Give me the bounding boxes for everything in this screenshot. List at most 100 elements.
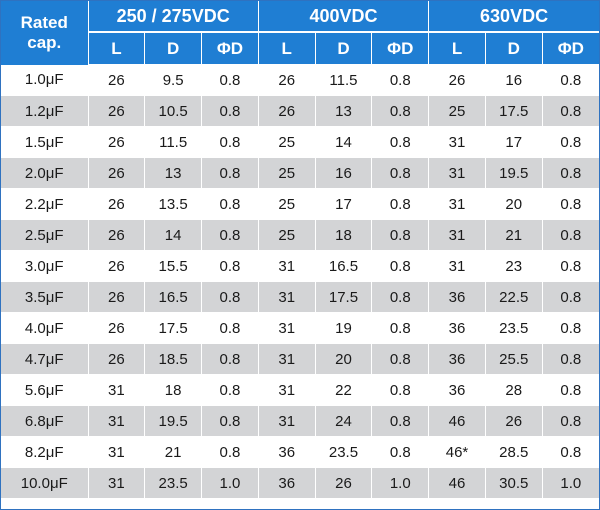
- d-400vdc-cell: 14: [315, 126, 373, 158]
- lead-d-630vdc-cell: 0.8: [542, 157, 599, 189]
- d-630vdc-cell: 22.5: [485, 281, 543, 313]
- rated-cap-cell: 4.7μF: [1, 343, 89, 375]
- l-400vdc-cell: 26: [258, 95, 316, 127]
- lead-d-250-275vdc-cell: 0.8: [201, 281, 259, 313]
- sub-header-diameter: D: [485, 32, 543, 65]
- l-630vdc-cell: 46: [428, 405, 486, 437]
- d-630vdc-cell: 17: [485, 126, 543, 158]
- l-250-275vdc-cell: 26: [88, 126, 146, 158]
- lead-d-250-275vdc-cell: 0.8: [201, 188, 259, 220]
- l-400vdc-cell: 25: [258, 126, 316, 158]
- l-400vdc-cell: 25: [258, 157, 316, 189]
- lead-d-400vdc-cell: 0.8: [371, 374, 430, 406]
- d-250-275vdc-cell: 14: [144, 219, 203, 251]
- voltage-header-250-275vdc: 250 / 275VDC: [88, 1, 259, 33]
- lead-d-400vdc-cell: 0.8: [371, 64, 430, 96]
- table-row: 3.5μF 26 16.5 0.8 31 17.5 0.8 36 22.5 0.8: [1, 281, 599, 313]
- l-400vdc-cell: 36: [258, 436, 316, 468]
- lead-d-630vdc-cell: 0.8: [542, 405, 599, 437]
- l-630vdc-cell: 31: [428, 188, 486, 220]
- lead-d-630vdc-cell: 0.8: [542, 95, 599, 127]
- rated-cap-cell: 1.2μF: [1, 95, 89, 127]
- lead-d-400vdc-cell: 0.8: [371, 405, 430, 437]
- d-630vdc-cell: 25.5: [485, 343, 543, 375]
- lead-d-630vdc-cell: 1.0: [542, 467, 599, 498]
- lead-d-630vdc-cell: 0.8: [542, 64, 599, 96]
- d-250-275vdc-cell: 10.5: [144, 95, 203, 127]
- rated-cap-cell: 10.0μF: [1, 467, 89, 498]
- lead-d-250-275vdc-cell: 0.8: [201, 95, 259, 127]
- lead-d-400vdc-cell: 0.8: [371, 188, 430, 220]
- lead-d-400vdc-cell: 0.8: [371, 126, 430, 158]
- rated-cap-cell: 2.5μF: [1, 219, 89, 251]
- l-250-275vdc-cell: 26: [88, 188, 146, 220]
- d-630vdc-cell: 20: [485, 188, 543, 220]
- table-row: 10.0μF 31 23.5 1.0 36 26 1.0 46 30.5 1.0: [1, 467, 599, 498]
- table-row: 1.0μF 26 9.5 0.8 26 11.5 0.8 26 16 0.8: [1, 64, 599, 96]
- lead-d-400vdc-cell: 0.8: [371, 312, 430, 344]
- sub-header-length: L: [88, 32, 146, 65]
- d-400vdc-cell: 17: [315, 188, 373, 220]
- lead-d-400vdc-cell: 1.0: [371, 467, 430, 498]
- lead-d-630vdc-cell: 0.8: [542, 250, 599, 282]
- rated-cap-cell: 5.6μF: [1, 374, 89, 406]
- l-630vdc-cell: 25: [428, 95, 486, 127]
- l-400vdc-cell: 31: [258, 374, 316, 406]
- l-250-275vdc-cell: 26: [88, 219, 146, 251]
- l-630vdc-cell: 36: [428, 281, 486, 313]
- d-630vdc-cell: 17.5: [485, 95, 543, 127]
- l-630vdc-cell: 31: [428, 126, 486, 158]
- lead-d-250-275vdc-cell: 0.8: [201, 312, 259, 344]
- rated-cap-cell: 4.0μF: [1, 312, 89, 344]
- d-250-275vdc-cell: 13.5: [144, 188, 203, 220]
- lead-d-630vdc-cell: 0.8: [542, 188, 599, 220]
- d-400vdc-cell: 16: [315, 157, 373, 189]
- voltage-header-row: Rated cap. 250 / 275VDC 400VDC 630VDC: [1, 1, 599, 65]
- l-400vdc-cell: 36: [258, 467, 316, 498]
- l-250-275vdc-cell: 26: [88, 343, 146, 375]
- rated-cap-cell: 1.0μF: [1, 64, 89, 96]
- d-400vdc-cell: 19: [315, 312, 373, 344]
- sub-header-lead-diameter: ΦD: [542, 32, 599, 65]
- rated-cap-label-line2: cap.: [27, 32, 62, 52]
- l-250-275vdc-cell: 26: [88, 157, 146, 189]
- lead-d-400vdc-cell: 0.8: [371, 95, 430, 127]
- l-400vdc-cell: 31: [258, 405, 316, 437]
- table-row: 6.8μF 31 19.5 0.8 31 24 0.8 46 26 0.8: [1, 405, 599, 437]
- d-400vdc-cell: 18: [315, 219, 373, 251]
- l-250-275vdc-cell: 26: [88, 312, 146, 344]
- d-630vdc-cell: 23.5: [485, 312, 543, 344]
- table-row: 3.0μF 26 15.5 0.8 31 16.5 0.8 31 23 0.8: [1, 250, 599, 282]
- d-630vdc-cell: 28.5: [485, 436, 543, 468]
- lead-d-400vdc-cell: 0.8: [371, 343, 430, 375]
- lead-d-630vdc-cell: 0.8: [542, 281, 599, 313]
- d-250-275vdc-cell: 18: [144, 374, 203, 406]
- lead-d-400vdc-cell: 0.8: [371, 281, 430, 313]
- voltage-header-400vdc: 400VDC: [258, 1, 430, 33]
- d-250-275vdc-cell: 15.5: [144, 250, 203, 282]
- d-630vdc-cell: 30.5: [485, 467, 543, 498]
- l-400vdc-cell: 31: [258, 312, 316, 344]
- l-630vdc-cell: 31: [428, 250, 486, 282]
- l-630vdc-cell: 26: [428, 64, 486, 96]
- rated-cap-header: Rated cap.: [1, 1, 89, 65]
- l-630vdc-cell: 36: [428, 374, 486, 406]
- lead-d-400vdc-cell: 0.8: [371, 250, 430, 282]
- l-630vdc-cell: 31: [428, 157, 486, 189]
- lead-d-630vdc-cell: 0.8: [542, 374, 599, 406]
- table-row: 4.7μF 26 18.5 0.8 31 20 0.8 36 25.5 0.8: [1, 343, 599, 375]
- lead-d-400vdc-cell: 0.8: [371, 157, 430, 189]
- d-400vdc-cell: 24: [315, 405, 373, 437]
- l-250-275vdc-cell: 31: [88, 467, 146, 498]
- l-250-275vdc-cell: 26: [88, 281, 146, 313]
- rated-cap-cell: 3.0μF: [1, 250, 89, 282]
- sub-header-length: L: [428, 32, 486, 65]
- d-250-275vdc-cell: 17.5: [144, 312, 203, 344]
- rated-cap-cell: 2.2μF: [1, 188, 89, 220]
- lead-d-400vdc-cell: 0.8: [371, 219, 430, 251]
- l-630vdc-cell: 36: [428, 312, 486, 344]
- l-630vdc-cell: 31: [428, 219, 486, 251]
- rated-cap-cell: 8.2μF: [1, 436, 89, 468]
- l-400vdc-cell: 31: [258, 343, 316, 375]
